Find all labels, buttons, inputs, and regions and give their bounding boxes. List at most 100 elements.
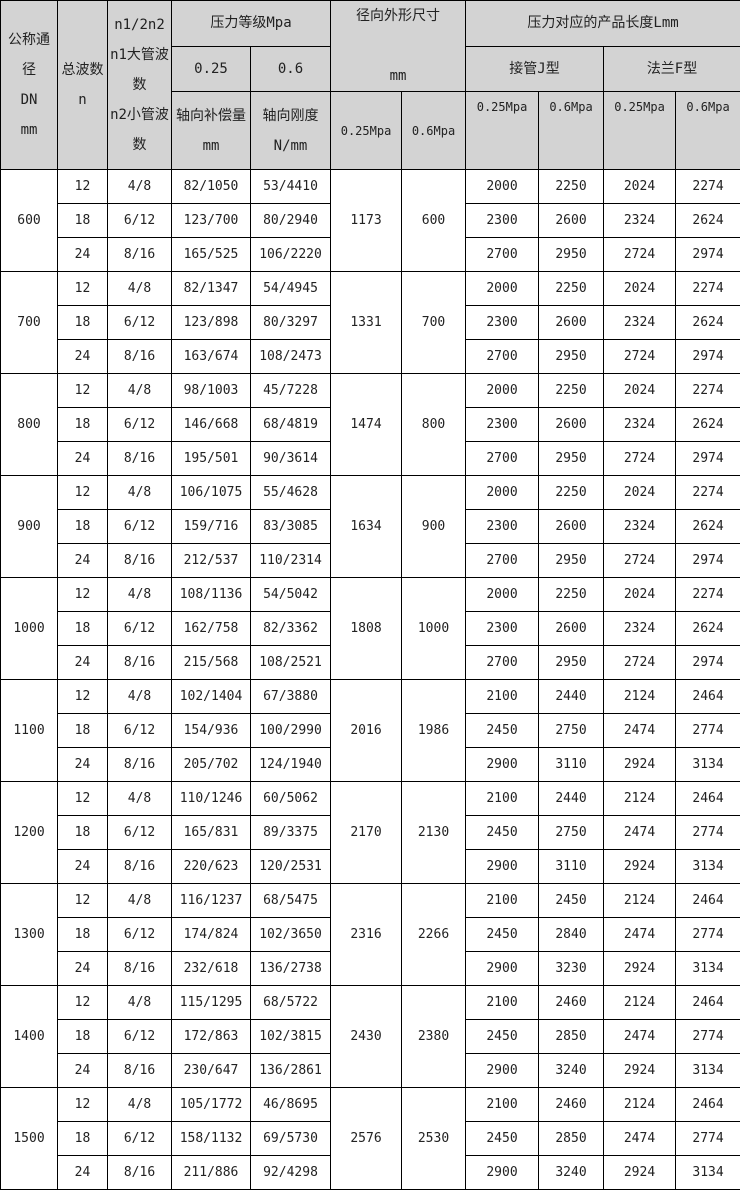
cell-f-06: 2464 — [676, 884, 740, 918]
cell-n1n2: 8/16 — [108, 748, 172, 782]
cell-j-025: 2100 — [466, 986, 539, 1020]
header-p06: 0.6 — [251, 46, 331, 92]
cell-stiffness: 106/2220 — [251, 238, 331, 272]
cell-f-025: 2024 — [604, 272, 676, 306]
cell-j-06: 2440 — [539, 680, 604, 714]
cell-j-025: 2100 — [466, 1088, 539, 1122]
header-j025: 0.25Mpa — [466, 92, 539, 170]
cell-compensation: 230/647 — [172, 1054, 251, 1088]
cell-n1n2: 4/8 — [108, 374, 172, 408]
cell-stiffness: 46/8695 — [251, 1088, 331, 1122]
header-dn: 公称通 径 DN mm — [1, 1, 58, 170]
cell-n1n2: 8/16 — [108, 544, 172, 578]
cell-j-06: 2460 — [539, 1088, 604, 1122]
cell-stiffness: 82/3362 — [251, 612, 331, 646]
cell-n1n2: 8/16 — [108, 952, 172, 986]
cell-outer-025: 2576 — [331, 1088, 402, 1190]
cell-f-06: 2274 — [676, 578, 740, 612]
cell-dn: 800 — [1, 374, 58, 476]
cell-n1n2: 8/16 — [108, 442, 172, 476]
cell-compensation: 110/1246 — [172, 782, 251, 816]
cell-n1n2: 4/8 — [108, 782, 172, 816]
cell-total-waves: 18 — [58, 918, 108, 952]
cell-dn: 1400 — [1, 986, 58, 1088]
cell-stiffness: 67/3880 — [251, 680, 331, 714]
cell-j-06: 2950 — [539, 442, 604, 476]
cell-f-06: 2774 — [676, 816, 740, 850]
cell-stiffness: 90/3614 — [251, 442, 331, 476]
cell-f-025: 2924 — [604, 952, 676, 986]
cell-f-025: 2724 — [604, 340, 676, 374]
cell-f-06: 2464 — [676, 680, 740, 714]
cell-total-waves: 24 — [58, 1054, 108, 1088]
cell-total-waves: 12 — [58, 680, 108, 714]
cell-j-025: 2900 — [466, 850, 539, 884]
cell-stiffness: 124/1940 — [251, 748, 331, 782]
cell-stiffness: 80/3297 — [251, 306, 331, 340]
cell-stiffness: 60/5062 — [251, 782, 331, 816]
cell-compensation: 172/863 — [172, 1020, 251, 1054]
cell-compensation: 105/1772 — [172, 1088, 251, 1122]
cell-dn: 1100 — [1, 680, 58, 782]
cell-outer-06: 700 — [402, 272, 466, 374]
cell-j-06: 2250 — [539, 578, 604, 612]
cell-n1n2: 6/12 — [108, 816, 172, 850]
cell-n1n2: 4/8 — [108, 476, 172, 510]
cell-stiffness: 53/4410 — [251, 170, 331, 204]
cell-f-025: 2724 — [604, 544, 676, 578]
cell-compensation: 146/668 — [172, 408, 251, 442]
cell-outer-025: 2016 — [331, 680, 402, 782]
header-outer-size: 径向外形尺寸 mm — [331, 1, 466, 92]
cell-f-025: 2124 — [604, 1088, 676, 1122]
cell-f-06: 3134 — [676, 952, 740, 986]
cell-j-025: 2450 — [466, 714, 539, 748]
cell-total-waves: 18 — [58, 408, 108, 442]
cell-n1n2: 6/12 — [108, 204, 172, 238]
cell-j-025: 2100 — [466, 884, 539, 918]
cell-j-025: 2100 — [466, 680, 539, 714]
cell-stiffness: 120/2531 — [251, 850, 331, 884]
cell-f-025: 2474 — [604, 1122, 676, 1156]
cell-j-06: 2250 — [539, 476, 604, 510]
cell-j-025: 2100 — [466, 782, 539, 816]
cell-f-025: 2924 — [604, 748, 676, 782]
header-n1n2: n1/2n2 n1大管波 数 n2小管波 数 — [108, 1, 172, 170]
cell-total-waves: 24 — [58, 238, 108, 272]
cell-stiffness: 108/2473 — [251, 340, 331, 374]
cell-f-06: 2624 — [676, 510, 740, 544]
cell-j-025: 2900 — [466, 1156, 539, 1190]
cell-j-06: 2250 — [539, 170, 604, 204]
cell-total-waves: 12 — [58, 272, 108, 306]
cell-total-waves: 24 — [58, 850, 108, 884]
cell-j-06: 3240 — [539, 1054, 604, 1088]
cell-j-06: 2600 — [539, 408, 604, 442]
cell-f-06: 2464 — [676, 1088, 740, 1122]
cell-f-025: 2324 — [604, 204, 676, 238]
cell-stiffness: 83/3085 — [251, 510, 331, 544]
cell-f-025: 2474 — [604, 816, 676, 850]
cell-f-025: 2324 — [604, 306, 676, 340]
cell-j-025: 2000 — [466, 272, 539, 306]
cell-f-025: 2124 — [604, 680, 676, 714]
cell-f-025: 2124 — [604, 884, 676, 918]
cell-total-waves: 24 — [58, 952, 108, 986]
cell-f-025: 2924 — [604, 1156, 676, 1190]
cell-n1n2: 6/12 — [108, 714, 172, 748]
cell-f-025: 2474 — [604, 714, 676, 748]
header-type-f: 法兰F型 — [604, 46, 740, 92]
cell-n1n2: 4/8 — [108, 884, 172, 918]
cell-stiffness: 110/2314 — [251, 544, 331, 578]
cell-outer-06: 900 — [402, 476, 466, 578]
cell-j-025: 2300 — [466, 408, 539, 442]
cell-dn: 1300 — [1, 884, 58, 986]
cell-dn: 1000 — [1, 578, 58, 680]
cell-outer-06: 1986 — [402, 680, 466, 782]
cell-total-waves: 24 — [58, 646, 108, 680]
header-total-waves: 总波数 n — [58, 1, 108, 170]
